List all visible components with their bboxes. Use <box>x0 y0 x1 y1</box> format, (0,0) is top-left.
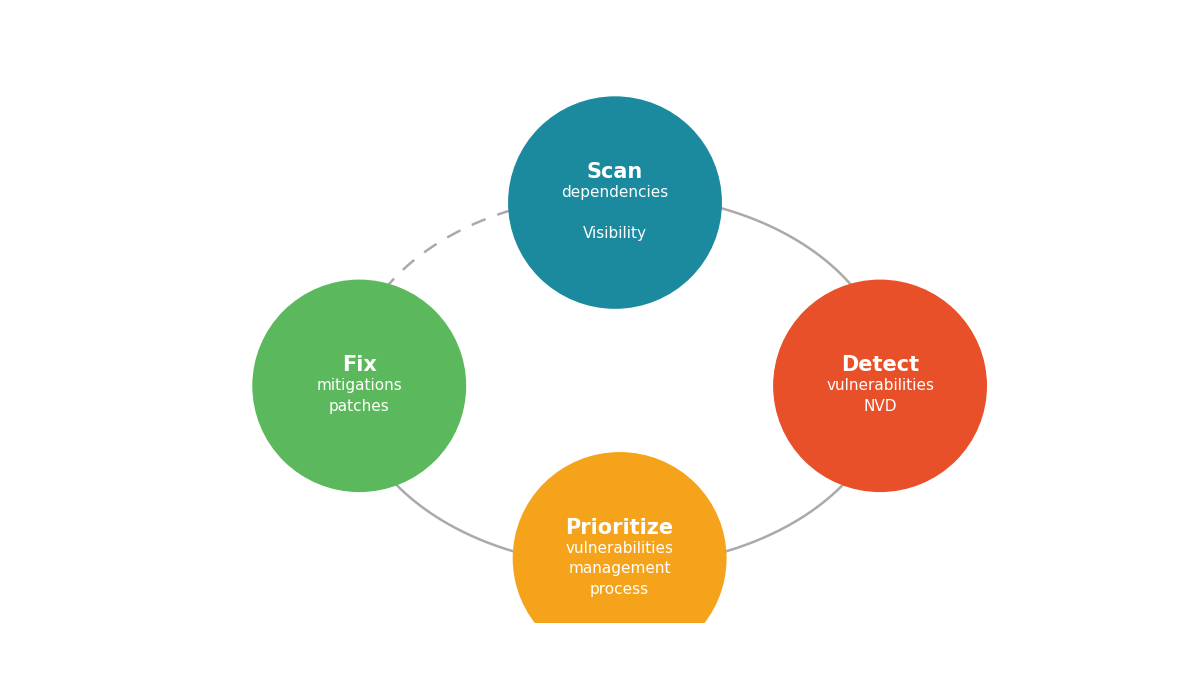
Ellipse shape <box>512 452 727 664</box>
Ellipse shape <box>773 279 988 492</box>
Text: Fix: Fix <box>342 356 377 375</box>
Text: vulnerabilities: vulnerabilities <box>826 378 934 393</box>
Text: Visibility: Visibility <box>583 226 647 241</box>
Text: Scan: Scan <box>587 162 643 182</box>
Text: dependencies: dependencies <box>562 185 668 200</box>
Text: patches: patches <box>329 399 390 414</box>
Text: vulnerabilities: vulnerabilities <box>565 540 673 556</box>
Ellipse shape <box>508 97 722 309</box>
Text: Detect: Detect <box>841 356 919 375</box>
Text: management: management <box>569 561 671 576</box>
Text: process: process <box>590 582 649 596</box>
Text: mitigations: mitigations <box>317 378 402 393</box>
Ellipse shape <box>252 279 466 492</box>
Text: Prioritize: Prioritize <box>565 517 673 538</box>
Text: NVD: NVD <box>863 399 896 414</box>
